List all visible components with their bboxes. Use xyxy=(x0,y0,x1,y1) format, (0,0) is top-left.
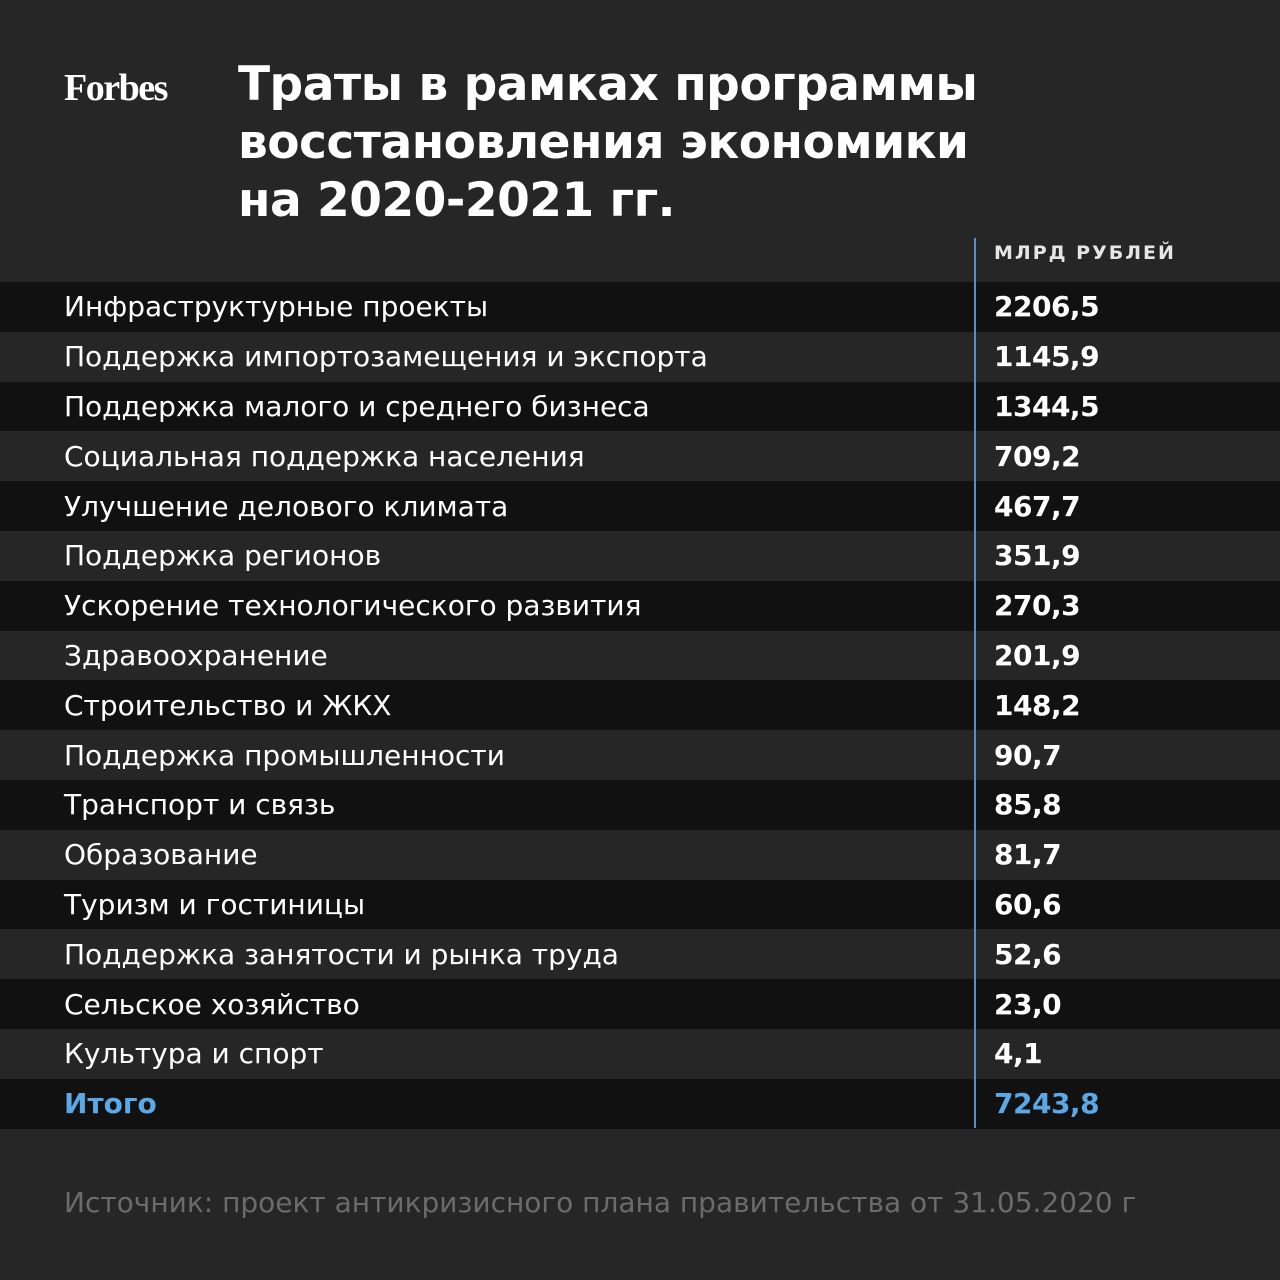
table-row: Туризм и гостиницы 60,6 xyxy=(0,879,1280,930)
total-row: Итого 7243,8 xyxy=(0,1078,1280,1129)
row-value: 467,7 xyxy=(994,489,1081,523)
title-line: Траты в рамках программы xyxy=(238,57,978,112)
row-label: Поддержка регионов xyxy=(64,539,382,573)
column-divider xyxy=(974,238,976,1128)
page-title: Траты в рамках программы восстановления … xyxy=(238,56,1058,230)
row-label: Поддержка малого и среднего бизнеса xyxy=(64,389,650,423)
table-row: Улучшение делового климата 467,7 xyxy=(0,481,1280,531)
row-value: 4,1 xyxy=(994,1037,1043,1071)
row-label: Туризм и гостиницы xyxy=(64,887,366,921)
table-row: Поддержка занятости и рынка труда 52,6 xyxy=(0,929,1280,980)
row-label: Поддержка занятости и рынка труда xyxy=(64,937,619,971)
spending-table: Инфраструктурные проекты 2206,5 Поддержк… xyxy=(0,282,1280,1129)
row-value: 85,8 xyxy=(994,788,1062,822)
row-value: 52,6 xyxy=(994,937,1062,971)
forbes-logo: Forbes xyxy=(64,67,168,109)
row-label: Поддержка промышленности xyxy=(64,738,505,772)
row-value: 90,7 xyxy=(994,738,1062,772)
row-value: 201,9 xyxy=(994,638,1081,672)
total-value: 7243,8 xyxy=(994,1087,1100,1121)
row-value: 270,3 xyxy=(994,589,1081,623)
row-value: 1344,5 xyxy=(994,389,1100,423)
row-label: Образование xyxy=(64,838,258,872)
row-value: 1145,9 xyxy=(994,340,1100,374)
table-row: Здравоохранение 201,9 xyxy=(0,630,1280,681)
row-label: Здравоохранение xyxy=(64,638,328,672)
table-row: Строительство и ЖКХ 148,2 xyxy=(0,680,1280,731)
row-label: Ускорение технологического развития xyxy=(64,589,642,623)
row-label: Поддержка импортозамещения и экспорта xyxy=(64,340,708,374)
table-row: Инфраструктурные проекты 2206,5 xyxy=(0,282,1280,332)
row-label: Социальная поддержка населения xyxy=(64,439,585,473)
table-row: Культура и спорт 4,1 xyxy=(0,1028,1280,1079)
row-value: 60,6 xyxy=(994,887,1062,921)
row-label: Сельское хозяйство xyxy=(64,987,360,1021)
source-note: Источник: проект антикризисного плана пр… xyxy=(64,1186,1137,1219)
row-value: 148,2 xyxy=(994,688,1081,722)
row-label: Инфраструктурные проекты xyxy=(64,290,489,324)
row-label: Культура и спорт xyxy=(64,1037,324,1071)
title-line: восстановления экономики xyxy=(238,115,969,170)
table-row: Социальная поддержка населения 709,2 xyxy=(0,431,1280,482)
table-row: Поддержка регионов 351,9 xyxy=(0,530,1280,581)
row-label: Транспорт и связь xyxy=(64,788,336,822)
title-line: на 2020-2021 гг. xyxy=(238,173,676,228)
table-row: Поддержка импортозамещения и экспорта 11… xyxy=(0,331,1280,382)
table-row: Ускорение технологического развития 270,… xyxy=(0,580,1280,631)
unit-label: МЛРД РУБЛЕЙ xyxy=(994,242,1176,264)
row-value: 2206,5 xyxy=(994,290,1100,324)
row-value: 351,9 xyxy=(994,539,1081,573)
table-row: Транспорт и связь 85,8 xyxy=(0,779,1280,830)
row-value: 709,2 xyxy=(994,439,1081,473)
row-value: 81,7 xyxy=(994,838,1062,872)
total-label: Итого xyxy=(64,1087,157,1121)
table-row: Сельское хозяйство 23,0 xyxy=(0,979,1280,1029)
row-label: Строительство и ЖКХ xyxy=(64,688,392,722)
row-label: Улучшение делового климата xyxy=(64,489,509,523)
table-row: Образование 81,7 xyxy=(0,829,1280,880)
row-value: 23,0 xyxy=(994,987,1062,1021)
table-row: Поддержка промышленности 90,7 xyxy=(0,730,1280,780)
table-row: Поддержка малого и среднего бизнеса 1344… xyxy=(0,381,1280,432)
